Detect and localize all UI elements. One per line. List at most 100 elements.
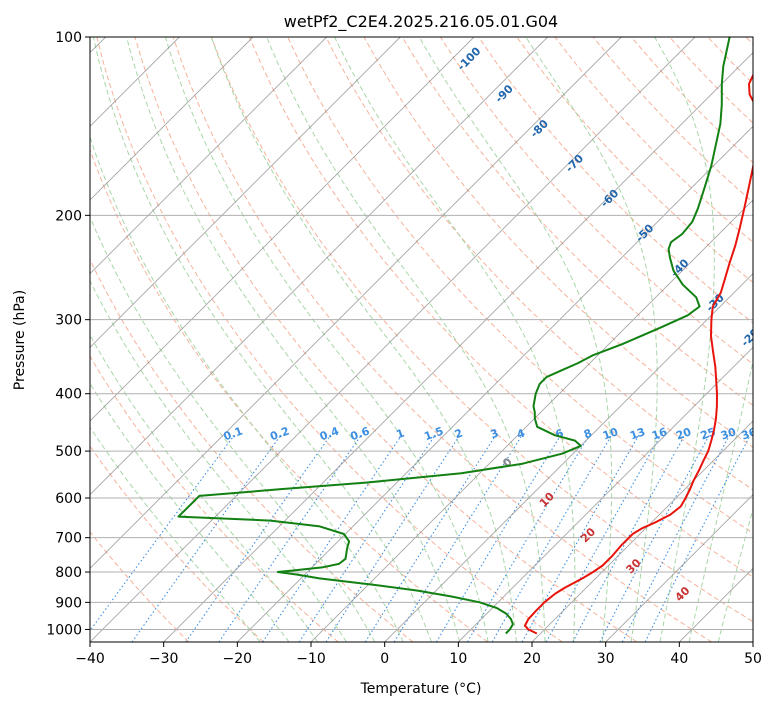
y-tick-label: 500 bbox=[55, 444, 82, 460]
isotherm-line bbox=[458, 346, 753, 642]
dry-adiabat-label: -90 bbox=[493, 82, 516, 105]
mixing-ratio-label: 1.5 bbox=[423, 424, 446, 443]
mixing-ratio-line bbox=[599, 434, 710, 642]
mixing-ratio-label: 30 bbox=[719, 425, 738, 443]
dry-adiabat-line bbox=[516, 37, 753, 284]
dry-adiabat-line bbox=[90, 531, 190, 642]
mixing-ratio-line bbox=[572, 434, 686, 642]
mixing-ratio-label: 16 bbox=[650, 425, 669, 443]
moist-adiabat-line bbox=[126, 37, 461, 642]
x-tick-label: 40 bbox=[670, 651, 688, 667]
x-tick-label: −30 bbox=[149, 651, 179, 667]
mixing-ratio-line bbox=[491, 434, 613, 642]
moist-adiabat-line bbox=[90, 215, 376, 642]
mixing-ratio-line bbox=[467, 434, 590, 642]
mixing-ratio-label: 0.2 bbox=[268, 424, 291, 443]
isotherm-line bbox=[90, 37, 622, 569]
mixing-ratio-label: 0.4 bbox=[318, 424, 341, 443]
mixing-ratio-line bbox=[545, 434, 662, 642]
mixing-ratio-line bbox=[131, 434, 282, 642]
mixing-ratio-label: 2 bbox=[453, 426, 465, 441]
moist-adiabat-line bbox=[688, 358, 753, 642]
y-tick-label: 100 bbox=[55, 30, 82, 46]
moist-adiabat-line bbox=[525, 37, 658, 642]
moist-adiabat-line bbox=[90, 382, 290, 642]
dry-adiabat-line bbox=[401, 37, 753, 406]
mixing-ratio-line bbox=[621, 434, 731, 642]
mixing-ratio-label: 36 bbox=[740, 425, 759, 443]
x-tick-label: 30 bbox=[597, 651, 615, 667]
moist-adiabat-line bbox=[717, 506, 753, 642]
moist-adiabat-line bbox=[334, 37, 576, 642]
dry-adiabat-line bbox=[96, 37, 563, 642]
mixing-ratio-line bbox=[521, 434, 640, 642]
plot-frame bbox=[89, 36, 754, 643]
dry-adiabat-label: -50 bbox=[633, 221, 656, 244]
dry-adiabat-line bbox=[172, 37, 712, 642]
moist-adiabat-line bbox=[92, 37, 432, 642]
y-tick-label: 400 bbox=[55, 387, 82, 403]
dry-adiabat-line bbox=[90, 445, 264, 642]
mixing-ratio-label: 10 bbox=[601, 425, 620, 443]
moist-adiabat-line bbox=[210, 37, 517, 642]
isotherm-line bbox=[531, 420, 753, 642]
isotherm-line bbox=[90, 37, 696, 642]
mixing-ratio-label: 1 bbox=[395, 426, 407, 441]
mixing-ratio-label: 3 bbox=[489, 426, 501, 441]
isotherm-line bbox=[90, 37, 475, 422]
chart-title: wetPf2_C2E4.2025.216.05.01.G04 bbox=[284, 12, 558, 32]
isotherm-line bbox=[752, 641, 753, 642]
x-tick-label: 0 bbox=[380, 651, 389, 667]
dry-adiabat-line bbox=[90, 258, 414, 642]
dry-adiabat-line bbox=[90, 148, 488, 642]
moist-adiabat-line bbox=[266, 37, 546, 642]
y-tick-label: 800 bbox=[55, 565, 82, 581]
x-axis-label: Temperature (°C) bbox=[360, 681, 482, 697]
dry-adiabat-line bbox=[325, 37, 753, 491]
moist-adiabat-line bbox=[164, 37, 489, 642]
grid-layer: -100-90-80-70-60-50-40-30-20-10010203040… bbox=[90, 37, 762, 642]
y-tick-label: 300 bbox=[55, 313, 82, 329]
y-axis-label: Pressure (hPa) bbox=[12, 290, 28, 390]
dewpoint-profile-line bbox=[177, 37, 731, 635]
isotherm-line bbox=[384, 273, 753, 642]
mixing-ratio-label: 20 bbox=[674, 425, 693, 443]
mixing-ratio-line bbox=[325, 434, 461, 642]
moist-adiabat-label: 40 bbox=[673, 584, 693, 604]
mixing-ratio-line bbox=[644, 434, 751, 642]
temperature-profile-line bbox=[523, 72, 753, 635]
isotherm-line bbox=[90, 37, 254, 201]
isotherm-line bbox=[90, 37, 401, 348]
y-tick-label: 600 bbox=[55, 491, 82, 507]
x-tick-label: 10 bbox=[449, 651, 467, 667]
y-tick-label: 200 bbox=[55, 208, 82, 224]
dry-adiabat-label: -70 bbox=[563, 152, 586, 175]
dry-adiabat-line bbox=[90, 355, 339, 642]
isotherm-line bbox=[605, 494, 753, 642]
moist-adiabat-label: 30 bbox=[624, 556, 644, 576]
mixing-ratio-label: 0.1 bbox=[222, 424, 245, 443]
isotherm-line bbox=[237, 125, 753, 642]
isotherm-line bbox=[90, 37, 548, 496]
mixing-ratio-line bbox=[218, 434, 362, 642]
moist-adiabat-line bbox=[90, 135, 404, 642]
series-layer bbox=[177, 37, 753, 635]
dry-adiabat-line bbox=[249, 37, 753, 578]
mixing-ratio-line bbox=[364, 434, 497, 642]
mixing-ratio-line bbox=[185, 434, 332, 642]
isotherm-line bbox=[679, 567, 753, 642]
axis-layer: −40 −30 −20 −10 0 10 20 30 40 5010020030040050060… bbox=[46, 30, 762, 667]
mixing-ratio-label: 8 bbox=[582, 426, 594, 441]
dry-adiabat-label: -80 bbox=[528, 117, 551, 140]
isotherm-line bbox=[163, 52, 753, 642]
y-tick-label: 1000 bbox=[46, 622, 82, 638]
mixing-ratio-line bbox=[435, 434, 562, 642]
x-tick-label: −10 bbox=[296, 651, 326, 667]
dry-adiabat-label: -20 bbox=[739, 326, 762, 349]
mixing-ratio-label: 0.6 bbox=[349, 424, 372, 443]
dry-adiabat-line bbox=[134, 37, 638, 642]
y-tick-label: 700 bbox=[55, 531, 82, 547]
x-tick-label: 50 bbox=[744, 651, 762, 667]
dry-adiabat-line bbox=[478, 37, 753, 324]
